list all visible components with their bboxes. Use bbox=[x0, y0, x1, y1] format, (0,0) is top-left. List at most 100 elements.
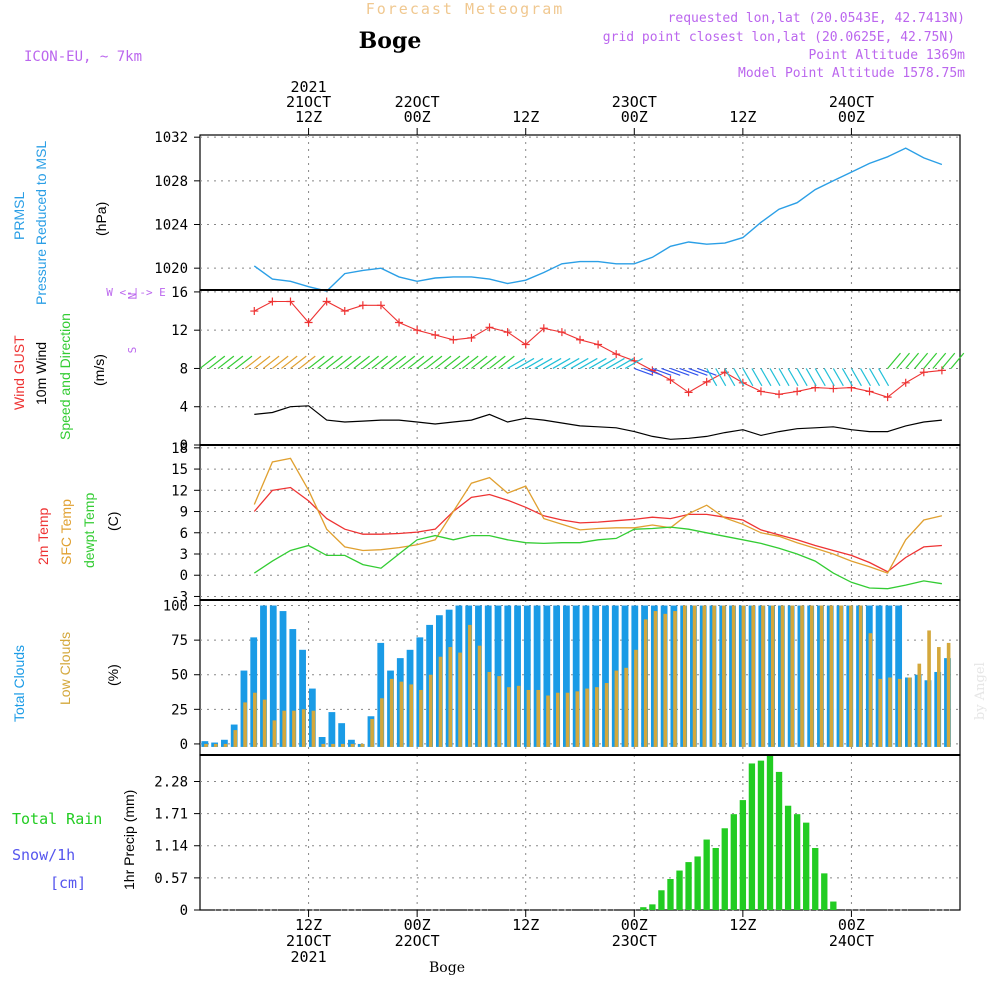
wind-direction-arrow bbox=[507, 357, 526, 369]
wind-direction-arrow bbox=[805, 368, 817, 387]
gust-marker bbox=[431, 330, 440, 339]
total-rain-label: Total Rain bbox=[12, 810, 102, 828]
y-tick-label: 3 bbox=[180, 547, 188, 563]
rain-bar bbox=[676, 870, 683, 910]
low-cloud-bar bbox=[204, 743, 208, 747]
footer-station: Boge bbox=[429, 960, 465, 976]
low-cloud-bar bbox=[946, 642, 951, 747]
wind-direction-arrow bbox=[217, 355, 235, 369]
low-cloud-bar bbox=[888, 677, 892, 747]
hpa-unit: (hPa) bbox=[93, 202, 109, 236]
low-cloud-bar bbox=[301, 709, 306, 747]
total-cloud-bar bbox=[504, 605, 512, 747]
panel-frame bbox=[199, 289, 961, 446]
bottom-axis-label: 24OCT bbox=[829, 932, 874, 950]
precipitation-panel: 0 0.57 1.14 1.71 2.28 bbox=[154, 754, 961, 919]
gust-label: Wind GUST bbox=[11, 335, 27, 410]
ms-unit: (m/s) bbox=[91, 354, 107, 386]
rain-bar bbox=[703, 839, 710, 910]
low-cloud-bar bbox=[604, 683, 609, 747]
wind-direction-arrow bbox=[652, 367, 672, 376]
total-cloud-bar bbox=[250, 637, 258, 747]
wind-direction-arrow bbox=[335, 355, 352, 369]
y-tick-label: 0 bbox=[180, 737, 188, 753]
low-cloud-bar bbox=[311, 710, 316, 747]
total-cloud-bar bbox=[582, 605, 590, 747]
gust-marker bbox=[576, 335, 584, 344]
wind-direction-arrow bbox=[516, 357, 535, 369]
model-altitude: Model Point Altitude 1578.75m bbox=[738, 66, 965, 81]
y-tick-label: 1.71 bbox=[154, 807, 188, 823]
low-cloud-bar bbox=[380, 698, 384, 747]
temperature-panel: -3 0 3 6 9 12 15 18 bbox=[171, 441, 961, 605]
gust-marker bbox=[919, 368, 928, 377]
wind-direction-arrow bbox=[317, 355, 334, 369]
gust-marker bbox=[322, 297, 331, 306]
snow-label: Snow/1h bbox=[12, 846, 75, 864]
low-cloud-bar bbox=[731, 605, 736, 747]
gust-marker bbox=[395, 318, 404, 327]
low-cloud-bar bbox=[468, 624, 472, 747]
low-cloud-bar bbox=[712, 605, 716, 747]
y-tick-label: 1032 bbox=[154, 130, 188, 146]
bottom-axis-label: 00Z bbox=[404, 916, 431, 934]
low-cloud-bar bbox=[849, 605, 853, 747]
rain-bar bbox=[803, 822, 810, 910]
wind-direction-arrow bbox=[670, 367, 690, 376]
gust-marker bbox=[521, 340, 530, 349]
y-tick-label: 0 bbox=[180, 568, 188, 584]
y-tick-label: 4 bbox=[180, 400, 188, 416]
y-tick-label: 6 bbox=[180, 526, 188, 542]
total-cloud-bar bbox=[338, 723, 346, 747]
rain-bar bbox=[766, 755, 774, 910]
low-cloud-bar bbox=[770, 605, 775, 747]
gust-marker bbox=[594, 340, 603, 349]
wind-direction-arrow bbox=[923, 352, 938, 369]
precip-unit: 1hr Precip (mm) bbox=[121, 790, 137, 890]
low-cloud-bar bbox=[682, 605, 687, 747]
rain-bar bbox=[775, 771, 783, 910]
compass-we: W <-|-> E bbox=[106, 286, 166, 299]
total-cloud-bar bbox=[328, 712, 336, 747]
wind-direction-arrow bbox=[814, 368, 826, 387]
low-cloud-bar bbox=[790, 605, 795, 747]
wind-direction-arrow bbox=[452, 355, 470, 369]
gust-marker bbox=[793, 387, 802, 396]
low-cloud-bar bbox=[321, 743, 326, 747]
y-tick-label: 15 bbox=[171, 462, 188, 478]
wind-direction-arrow bbox=[850, 368, 862, 387]
y-tick-label: 12 bbox=[171, 483, 188, 499]
wind-direction-arrow bbox=[733, 368, 745, 387]
wind-direction-arrow bbox=[398, 355, 416, 369]
total-cloud-bar bbox=[514, 605, 521, 747]
low-cloud-bar bbox=[702, 605, 707, 747]
rain-bar bbox=[694, 856, 701, 910]
wind-direction-arrow bbox=[715, 368, 727, 387]
low-cloud-bar bbox=[340, 743, 345, 747]
low-cloud-bar bbox=[692, 605, 697, 747]
y-tick-label: 8 bbox=[180, 361, 188, 377]
low-cloud-bar bbox=[673, 611, 677, 747]
wind-direction-arrow bbox=[823, 368, 835, 387]
low-cloud-bar bbox=[897, 678, 902, 747]
low-cloud-bar bbox=[634, 649, 638, 747]
wind-direction-label: Speed and Direction bbox=[57, 313, 73, 440]
low-cloud-bar bbox=[546, 695, 550, 747]
requested-coords: requested lon,lat (20.0543E, 42.7413N) bbox=[668, 11, 965, 26]
low-cloud-bar bbox=[487, 671, 492, 747]
total-cloud-bar bbox=[592, 605, 600, 747]
rain-bar bbox=[812, 848, 819, 910]
wind-direction-arrow bbox=[344, 355, 361, 369]
prmsl-label: PRMSL bbox=[11, 192, 27, 240]
gust-marker bbox=[666, 375, 675, 384]
wind-direction-arrow bbox=[416, 355, 434, 369]
y-tick-label: -3 bbox=[171, 589, 188, 605]
wind-label: 10m Wind bbox=[33, 342, 49, 405]
low-cloud-bar bbox=[595, 687, 599, 747]
gust-marker bbox=[449, 335, 458, 344]
low-cloud-bar bbox=[272, 720, 277, 747]
bottom-axis-label: 12Z bbox=[729, 916, 756, 934]
total-cloud-bar bbox=[318, 737, 326, 747]
total-cloud-bar bbox=[269, 605, 277, 747]
